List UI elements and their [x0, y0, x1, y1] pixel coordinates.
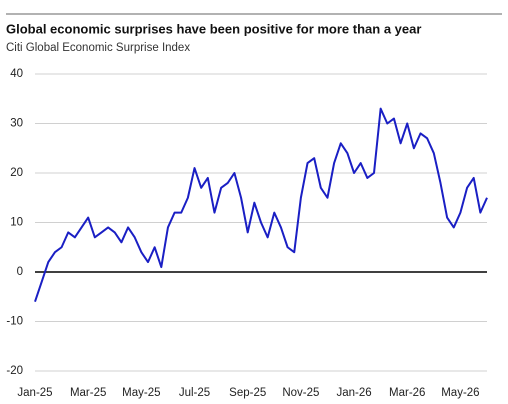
x-tick-label: Jan-26	[336, 387, 371, 399]
y-tick-label: 30	[10, 118, 23, 130]
data-line	[34, 107, 488, 303]
y-tick-label: 20	[10, 167, 23, 179]
y-tick-label: 40	[10, 68, 23, 80]
x-tick-label: May-26	[441, 387, 479, 399]
x-tick-label: Mar-25	[70, 387, 106, 399]
x-tick-label: Jan-25	[17, 387, 52, 399]
x-tick-label: Mar-26	[389, 387, 425, 399]
x-tick-label: Sep-25	[229, 387, 266, 399]
x-tick-label: May-25	[122, 387, 160, 399]
y-tick-label: -20	[6, 365, 23, 377]
x-tick-label: Nov-25	[282, 387, 319, 399]
chart-subtitle: Citi Global Economic Surprise Index	[6, 42, 190, 54]
y-tick-label: -10	[6, 316, 23, 328]
x-tick-label: Jul-25	[179, 387, 210, 399]
y-tick-label: 10	[10, 217, 23, 229]
chart-title: Global economic surprises have been posi…	[6, 21, 421, 36]
y-tick-label: 0	[17, 266, 23, 278]
